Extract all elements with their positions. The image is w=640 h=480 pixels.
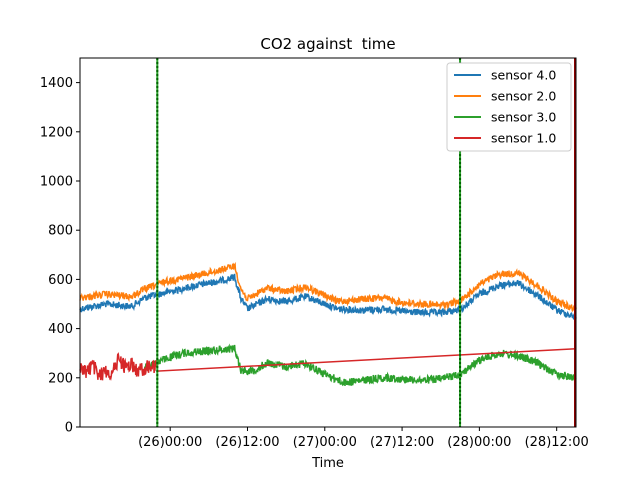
x-axis: (26)00:00 (26)12:00 (27)00:00 (27)12:00 (28)… bbox=[138, 427, 589, 450]
x-tick-label: (28)00:00 bbox=[447, 435, 511, 450]
legend-label: sensor 2.0 bbox=[491, 89, 556, 104]
y-tick-label: 800 bbox=[48, 224, 73, 239]
legend: sensor 4.0 sensor 2.0 sensor 3.0 sensor 1.0 bbox=[446, 62, 572, 152]
y-tick-label: 1200 bbox=[40, 125, 73, 140]
legend-box bbox=[446, 62, 572, 152]
series-group bbox=[79, 261, 577, 387]
y-axis: 0 200 400 600 800 1000 1200 1400 bbox=[40, 76, 80, 436]
plot-frame bbox=[79, 57, 577, 428]
series-line bbox=[79, 348, 577, 382]
x-tick-label: (28)12:00 bbox=[525, 435, 589, 450]
y-tick-label: 400 bbox=[48, 322, 73, 337]
legend-label: sensor 1.0 bbox=[491, 131, 556, 146]
series-line bbox=[79, 261, 577, 313]
x-tick-label: (27)00:00 bbox=[293, 435, 357, 450]
x-tick-label: (26)12:00 bbox=[215, 435, 279, 450]
y-tick-label: 200 bbox=[48, 371, 73, 386]
series-line bbox=[79, 273, 577, 321]
y-tick-label: 1000 bbox=[40, 175, 73, 190]
x-axis-label: Time bbox=[311, 456, 344, 471]
y-tick-label: 0 bbox=[65, 421, 73, 436]
x-tick-label: (26)00:00 bbox=[138, 435, 202, 450]
legend-label: sensor 3.0 bbox=[491, 110, 556, 125]
legend-label: sensor 4.0 bbox=[491, 68, 556, 83]
y-tick-label: 600 bbox=[48, 273, 73, 288]
chart-title: CO2 against time bbox=[260, 35, 395, 53]
y-tick-label: 1400 bbox=[40, 76, 73, 91]
x-tick-label: (27)12:00 bbox=[370, 435, 434, 450]
